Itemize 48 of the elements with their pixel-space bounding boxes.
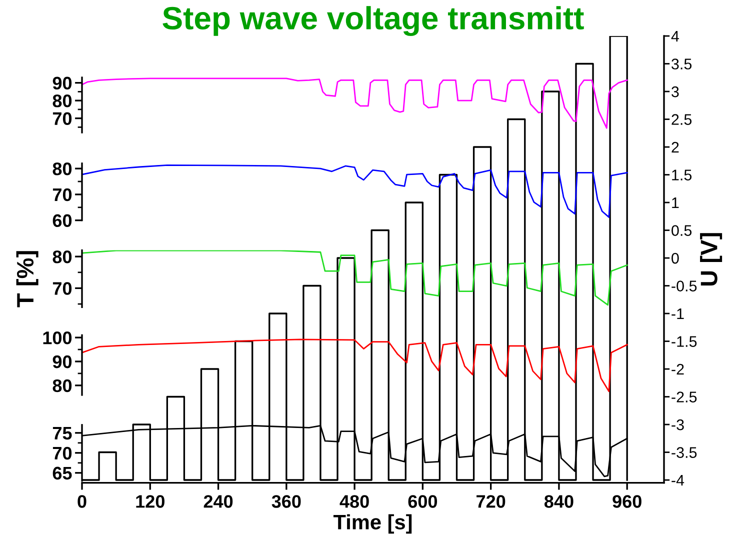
line-series xyxy=(82,250,628,306)
y-tick-label: 80 xyxy=(52,379,72,392)
y-tick-label: 70 xyxy=(52,282,72,295)
y-tick-label: 80 xyxy=(52,162,72,176)
y-tick-label: 70 xyxy=(52,112,72,126)
y2-tick-label: -3.5 xyxy=(672,447,697,458)
x-tick-label: 360 xyxy=(272,495,301,508)
y-tick-label: 60 xyxy=(52,214,72,228)
x-axis-title: Time [s] xyxy=(333,514,412,534)
y2-tick-label: -4 xyxy=(672,475,684,486)
y2-tick-label: 3.5 xyxy=(672,58,692,70)
y2-tick-label: -0.5 xyxy=(672,280,697,292)
line-series xyxy=(82,338,628,392)
x-tick-label: 960 xyxy=(612,495,642,508)
line-series xyxy=(82,164,628,218)
y2-tick-label: 2.5 xyxy=(672,114,692,125)
y-axis-title: T [%] xyxy=(16,251,38,308)
y2-tick-label: 1 xyxy=(672,198,679,208)
y2-tick-label: -1.5 xyxy=(672,336,697,347)
x-tick-label: 720 xyxy=(476,495,506,508)
y-tick-label: 90 xyxy=(52,355,72,368)
x-tick-label: 240 xyxy=(204,495,233,508)
y-tick-label: 100 xyxy=(43,331,72,344)
x-tick-label: 480 xyxy=(340,495,369,508)
y2-tick-label: 1.5 xyxy=(672,170,692,180)
y2-tick-label: 2 xyxy=(672,142,679,153)
x-tick-label: 0 xyxy=(78,495,86,508)
y2-tick-label: -2 xyxy=(672,364,684,375)
chart-title: Step wave voltage transmitt xyxy=(162,6,584,36)
y-tick-label: 90 xyxy=(52,76,72,90)
y-tick-label: 65 xyxy=(52,466,72,480)
y2-tick-label: 0.5 xyxy=(672,225,692,236)
y2-tick-label: 0 xyxy=(672,252,679,264)
y2-tick-label: 3 xyxy=(672,86,679,98)
y-tick-label: 75 xyxy=(52,427,72,440)
y2-tick-label: -3 xyxy=(672,419,684,430)
y-tick-label: 70 xyxy=(52,446,72,460)
x-tick-label: 600 xyxy=(408,495,438,508)
x-tick-label: 120 xyxy=(136,495,164,508)
y2-tick-label: -1 xyxy=(672,308,684,320)
y-tick-label: 80 xyxy=(52,250,72,264)
line-series xyxy=(82,78,628,129)
y2-tick-label: 4 xyxy=(671,31,679,42)
y-tick-label: 80 xyxy=(52,94,72,108)
x-tick-label: 840 xyxy=(544,495,574,508)
y2-axis-title: U [V] xyxy=(700,233,722,286)
y-tick-label: 70 xyxy=(52,188,72,202)
y2-tick-label: -2.5 xyxy=(672,392,697,402)
